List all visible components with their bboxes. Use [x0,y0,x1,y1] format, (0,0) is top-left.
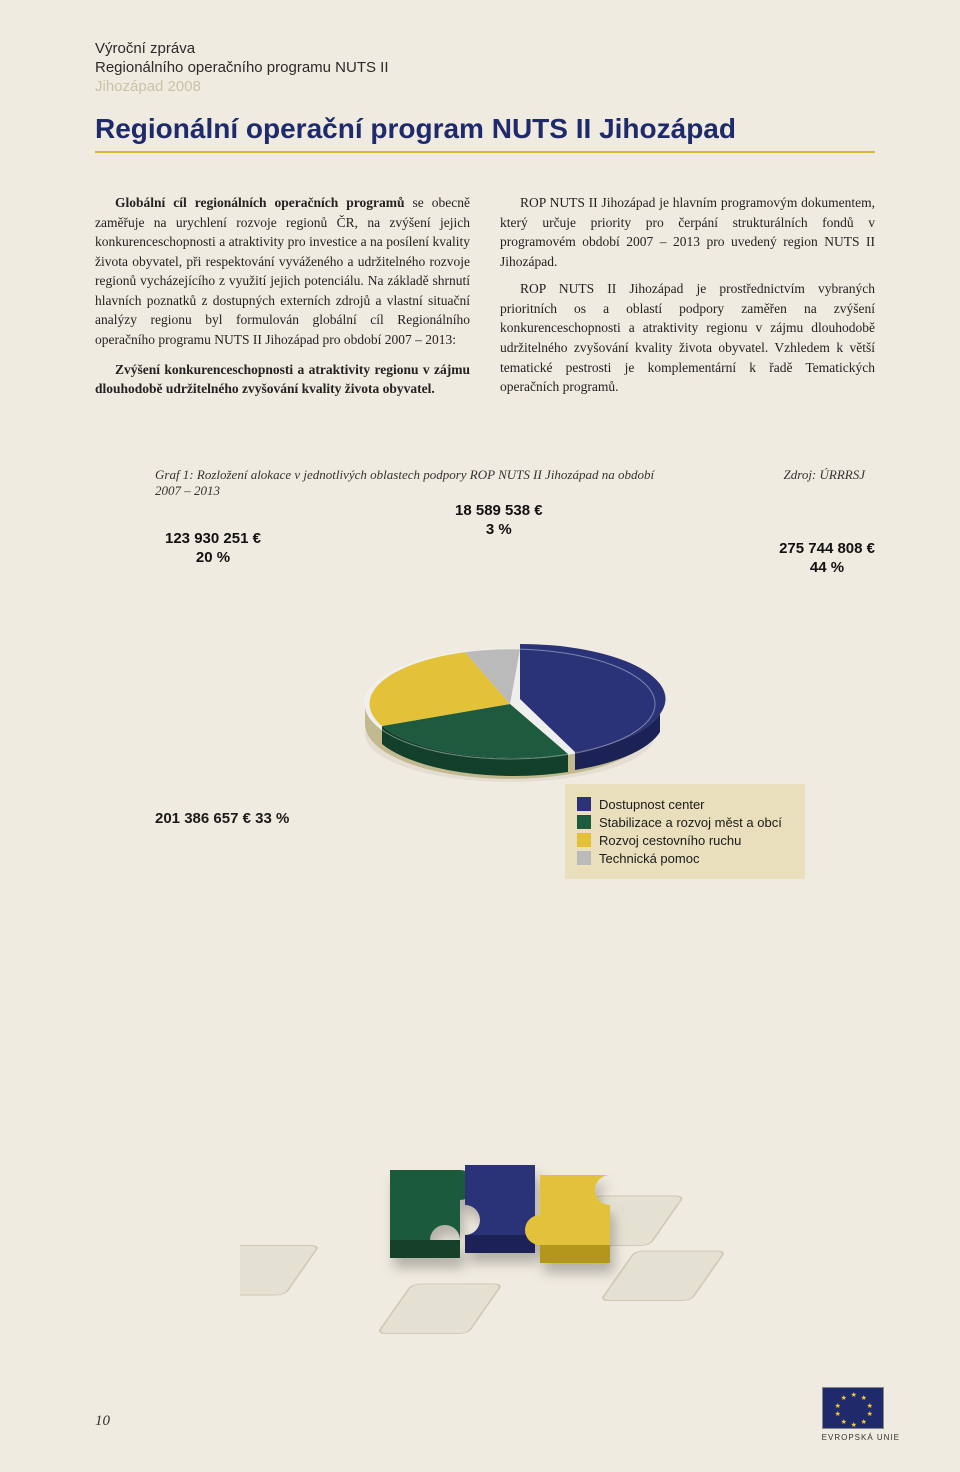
pie-svg [350,614,670,794]
legend-swatch-3 [577,851,591,865]
legend-label-0: Dostupnost center [599,797,705,812]
legend-swatch-1 [577,815,591,829]
eu-label: EVROPSKÁ UNIE [822,1433,900,1442]
callout-tc-amount: 18 589 538 € [455,502,543,519]
legend-swatch-2 [577,833,591,847]
left-para-1-rest: se obecně zaměřuje na urychlení rozvoje … [95,195,470,347]
left-column: Globální cíl regionálních operačních pro… [95,193,470,407]
pie-chart [350,614,670,799]
right-para-2: ROP NUTS II Jihozápad je prostřednictvím… [500,279,875,396]
callout-tc-pct: 3 % [455,520,543,540]
callout-bottom-left: 201 386 657 € 33 % [155,809,289,829]
legend-label-1: Stabilizace a rozvoj měst a obcí [599,815,782,830]
callout-bl-pct: 33 % [255,810,289,827]
pie-chart-area: 123 930 251 € 20 % 18 589 538 € 3 % 275 … [155,529,865,839]
left-para-1-lead: Globální cíl regionálních operačních pro… [115,195,405,210]
report-page: Výroční zpráva Regionálního operačního p… [0,0,960,1472]
legend-row-3: Technická pomoc [577,851,793,866]
left-para-1: Globální cíl regionálních operačních pro… [95,193,470,350]
legend-row-0: Dostupnost center [577,797,793,812]
chart-section: Graf 1: Rozložení alokace v jednotlivých… [95,467,875,839]
main-title: Regionální operační program NUTS II Jiho… [95,113,875,145]
callout-bl-amount: 201 386 657 € [155,810,251,827]
legend-row-1: Stabilizace a rozvoj měst a obcí [577,815,793,830]
body-columns: Globální cíl regionálních operačních pro… [95,193,875,407]
legend-row-2: Rozvoj cestovního ruchu [577,833,793,848]
callout-top-left: 123 930 251 € 20 % [165,529,261,568]
callout-tl-pct: 20 % [165,548,261,568]
legend-label-2: Rozvoj cestovního ruchu [599,833,741,848]
callout-top-center: 18 589 538 € 3 % [455,501,543,540]
header-line-2: Regionálního operačního programu NUTS II [95,59,875,76]
header-line-1: Výroční zpráva [95,40,875,57]
eu-badge: ★ ★ ★ ★ ★ ★ ★ ★ ★ ★ EVROPSKÁ UNIE [822,1387,900,1442]
header-line-3: Jihozápad 2008 [95,78,875,95]
chart-source: Zdroj: ÚRRRSJ [784,467,865,499]
chart-legend: Dostupnost center Stabilizace a rozvoj m… [565,784,805,879]
callout-right: 275 744 808 € 44 % [779,539,875,578]
legend-label-3: Technická pomoc [599,851,699,866]
left-para-2-emphasis: Zvýšení konkurenceschopnosti a atraktivi… [95,360,470,399]
right-column: ROP NUTS II Jihozápad je hlavním program… [500,193,875,407]
title-underline [95,151,875,153]
chart-caption-row: Graf 1: Rozložení alokace v jednotlivých… [155,467,865,499]
eu-flag-icon: ★ ★ ★ ★ ★ ★ ★ ★ ★ ★ [822,1387,884,1429]
chart-caption-text: Graf 1: Rozložení alokace v jednotlivých… [155,467,675,499]
right-para-1: ROP NUTS II Jihozápad je hlavním program… [500,193,875,271]
page-header: Výroční zpráva Regionálního operačního p… [95,40,875,95]
page-number: 10 [95,1413,110,1430]
puzzle-illustration [240,1130,760,1340]
callout-tl-amount: 123 930 251 € [165,530,261,547]
callout-r-amount: 275 744 808 € [779,540,875,557]
callout-r-pct: 44 % [779,558,875,578]
legend-swatch-0 [577,797,591,811]
